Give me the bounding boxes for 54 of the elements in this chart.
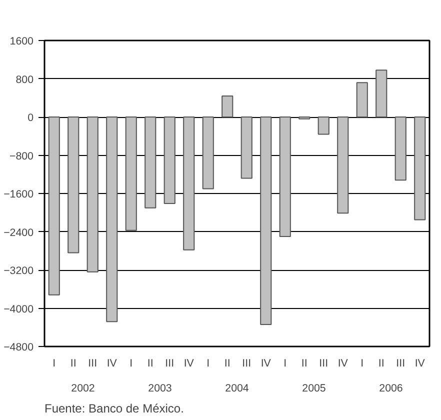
bar	[414, 116, 426, 220]
x-tick-label: II	[147, 358, 154, 370]
x-tick-label: I	[360, 358, 364, 370]
bar	[125, 116, 137, 231]
bar	[318, 116, 330, 135]
x-tick-label: I	[52, 358, 56, 370]
bar	[86, 116, 98, 272]
y-tick-label: 800	[16, 74, 34, 86]
x-tick-label: II	[378, 358, 384, 370]
x-tick-label: III	[396, 358, 406, 370]
bar	[337, 116, 349, 214]
text: 2006	[379, 382, 403, 394]
y-tick-label: −3200	[4, 265, 34, 277]
x-tick-label: III	[242, 358, 252, 370]
bar	[356, 82, 368, 118]
bar	[394, 116, 406, 181]
text: 2003	[148, 382, 172, 394]
x-tick-label: IV	[414, 358, 426, 370]
y-tick-label: −2400	[4, 226, 34, 239]
text: 2002	[71, 382, 95, 394]
y-tick-label: −1600	[4, 188, 34, 200]
x-tick-label: I	[284, 358, 287, 370]
bar	[144, 116, 156, 208]
bar	[240, 116, 252, 179]
y-tick-label: −4000	[4, 303, 34, 316]
x-tick-label: III	[88, 358, 98, 370]
y-tick-label: 1600	[10, 36, 34, 48]
y-tick-label: −4800	[4, 342, 34, 354]
x-tick-label: III	[319, 358, 328, 370]
x-tick-label: I	[130, 358, 133, 370]
source-note: Fuente: Banco de México.	[44, 402, 184, 416]
x-tick-label: IV	[338, 358, 349, 370]
bar	[68, 116, 80, 254]
bar	[222, 95, 234, 118]
y-tick-label: 0	[28, 112, 34, 124]
x-tick-label: IV	[184, 358, 195, 370]
bar	[279, 116, 291, 238]
bar	[202, 116, 214, 190]
bar	[183, 116, 195, 250]
x-tick-label: IV	[260, 358, 272, 370]
x-tick-label: IV	[106, 358, 118, 370]
x-tick-label: II	[224, 358, 230, 370]
x-tick-label: III	[165, 358, 174, 370]
bar	[106, 116, 118, 322]
text: 2005	[302, 382, 326, 394]
text: 2004	[225, 382, 249, 394]
bar	[48, 116, 60, 296]
y-tick-label: −800	[9, 150, 34, 162]
bar	[260, 116, 272, 326]
bar	[376, 70, 388, 118]
x-tick-label: II	[301, 358, 308, 370]
bar	[164, 116, 176, 204]
x-tick-label: II	[70, 358, 76, 370]
x-tick-label: I	[206, 358, 210, 370]
